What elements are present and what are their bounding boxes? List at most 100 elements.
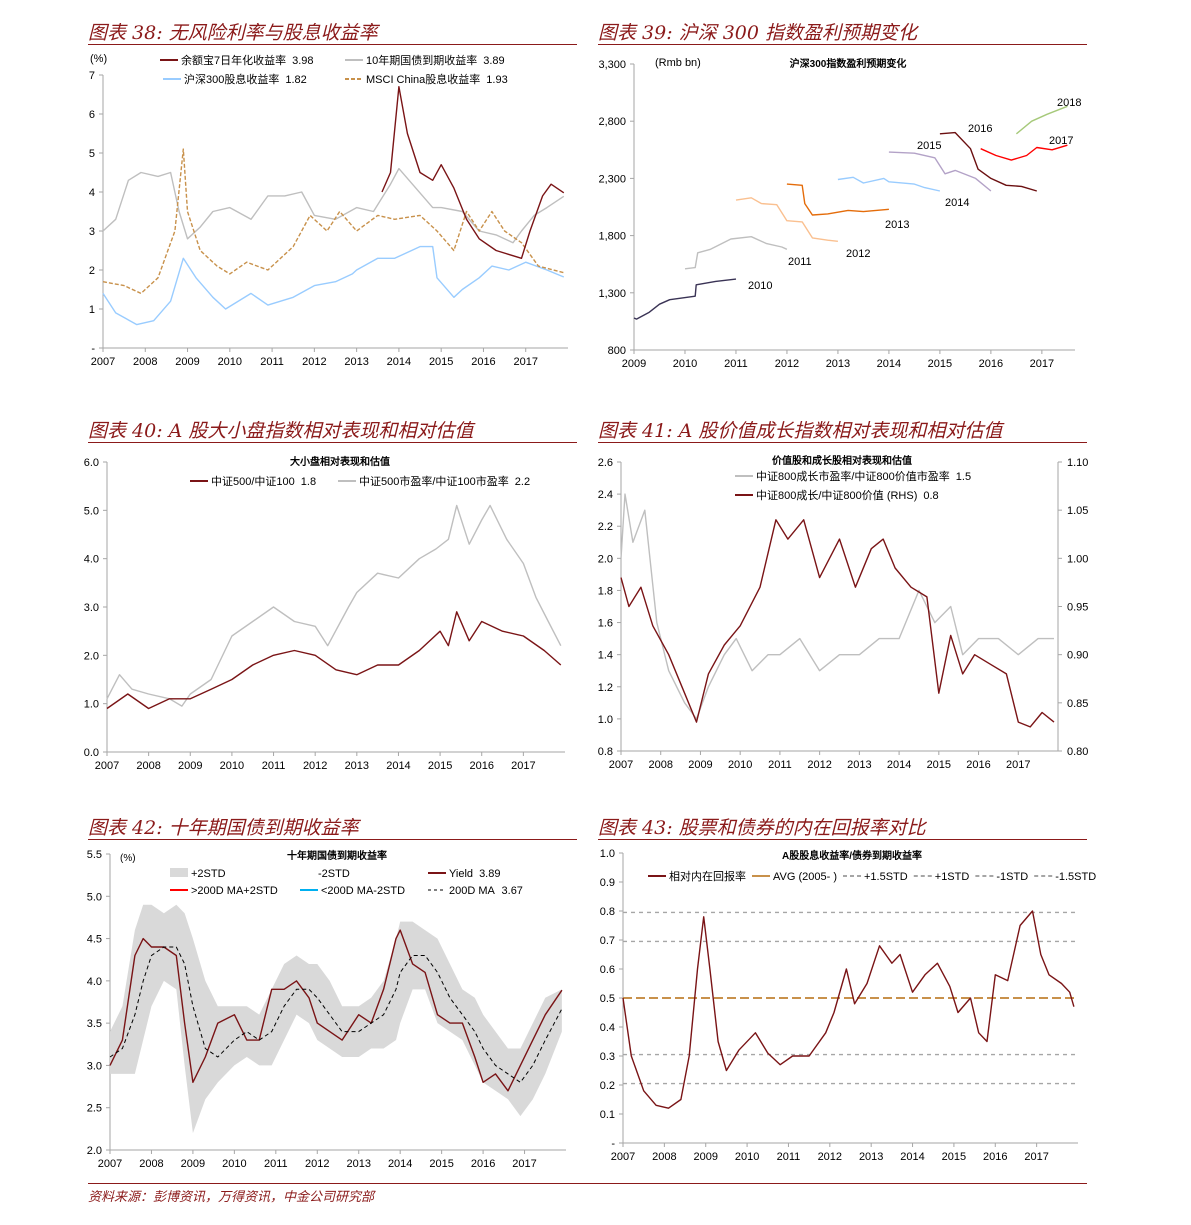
heading-rule <box>88 442 577 443</box>
legend-item-label: 中证800成长/中证800价值 (RHS) <box>756 489 917 502</box>
legend-band-swatch <box>170 868 188 877</box>
legend-item-label: 中证800成长市盈率/中证800价值市盈率 <box>756 469 950 483</box>
x-tick-label: 2012 <box>305 1158 329 1170</box>
x-tick-label: 2012 <box>818 1151 842 1163</box>
source-note: 资料来源：彭博资讯，万得资讯，中金公司研究部 <box>88 1190 375 1205</box>
y-tick-label: 1.4 <box>598 650 613 662</box>
y-tick-label: 0.1 <box>600 1109 615 1121</box>
y-tick-label: 0.5 <box>600 993 615 1005</box>
x-tick-label: 2007 <box>609 759 633 771</box>
x-tick-label: 2009 <box>688 759 712 771</box>
chart-41: 0.8 1.0 1.2 1.4 1.6 1.8 2.0 2.2 2.4 2.6 2007 2008 20… <box>598 454 1089 771</box>
y-tick-label: 0.8 <box>598 746 613 758</box>
x-tick-label: 2011 <box>264 1158 288 1170</box>
x-tick-label: 2017 <box>512 1158 536 1170</box>
x-tick-label: 2015 <box>927 759 951 771</box>
y2-tick-label: 0.90 <box>1067 650 1088 662</box>
x-tick-label: 2008 <box>139 1158 163 1170</box>
legend-item-value: 3.89 <box>483 55 504 67</box>
heading-chart-41: 图表 41: A 股价值成长指数相对表现和相对估值 <box>598 420 1003 442</box>
x-tick-label: 2010 <box>673 358 697 370</box>
y-tick-label: 5 <box>89 148 95 160</box>
x-tick-label: 2013 <box>344 356 368 368</box>
x-tick-label: 2017 <box>511 760 535 772</box>
series-label: 2011 <box>788 256 812 268</box>
y-tick-label: 5.0 <box>87 891 102 903</box>
x-tick-label: 2011 <box>260 356 284 368</box>
x-tick-label: 2011 <box>768 759 792 771</box>
series-label: 2014 <box>945 197 969 209</box>
heading-rule <box>598 442 1087 443</box>
legend-item-label: 中证500/中证100 <box>211 475 295 488</box>
y-tick-label: 3.5 <box>87 1018 102 1030</box>
chart-40: 0.0 1.0 2.0 3.0 4.0 5.0 6.0 2007 2008 2009 2010 201… <box>84 455 565 772</box>
y-tick-label: - <box>91 343 95 355</box>
series-line-2016 <box>939 131 1038 192</box>
x-tick-label: 2016 <box>469 760 493 772</box>
y-tick-label: 2.5 <box>87 1103 102 1115</box>
chart-inner-title: 大小盘相对表现和估值 <box>290 455 390 468</box>
heading-chart-40: 图表 40: A 股大小盘指数相对表现和相对估值 <box>88 420 474 442</box>
series-line-2013 <box>786 183 889 216</box>
x-tick-label: 2013 <box>346 1158 370 1170</box>
chart-42: 2.0 2.5 3.0 3.5 4.0 4.5 5.0 5.5 2007 2008 2009 2010… <box>87 849 566 1170</box>
x-tick-label: 2007 <box>95 760 119 772</box>
x-tick-label: 2010 <box>222 1158 246 1170</box>
x-tick-label: 2017 <box>1006 759 1030 771</box>
y-tick-label: 3 <box>89 226 95 238</box>
heading-rule <box>88 44 577 45</box>
y-tick-label: 2.2 <box>598 521 613 533</box>
unit-label: (Rmb bn) <box>655 57 701 69</box>
legend-item-value: 0.8 <box>923 490 938 502</box>
legend-item-value: 1.5 <box>956 471 971 483</box>
series-line-2018 <box>1015 105 1068 135</box>
x-tick-label: 2017 <box>513 356 537 368</box>
legend-label: -2STD <box>318 868 350 880</box>
series-label: 2013 <box>885 219 909 231</box>
x-tick-label: 2015 <box>429 1158 453 1170</box>
legend-item-label: AVG (2005- ) <box>773 871 837 883</box>
legend-item-label: MSCI China股息收益率 <box>366 72 480 86</box>
x-tick-label: 2016 <box>966 759 990 771</box>
heading-chart-38: 图表 38: 无风险利率与股息收益率 <box>88 22 378 44</box>
x-tick-label: 2010 <box>218 356 242 368</box>
x-tick-label: 2007 <box>91 356 115 368</box>
y-tick-label: 0.4 <box>600 1022 615 1034</box>
y-tick-label: 5.5 <box>87 849 102 861</box>
x-tick-label: 2014 <box>388 1158 412 1170</box>
x-tick-label: 2015 <box>928 358 952 370</box>
y-tick-label: 2,800 <box>598 116 626 128</box>
y-tick-label: 2.4 <box>598 489 613 501</box>
x-tick-label: 2008 <box>648 759 672 771</box>
chart-39: 800 1,300 1,800 2,300 2,800 3,300 2009 2010 2011… <box>598 57 1081 370</box>
legend-item-label: 相对内在回报率 <box>669 869 746 883</box>
series-line-2010 <box>633 278 737 320</box>
y-tick-label: 4.0 <box>87 976 102 988</box>
legend-yield-value: 3.89 <box>479 868 500 880</box>
x-tick-label: 2015 <box>942 1151 966 1163</box>
legend-item-label: 沪深300股息收益率 <box>184 72 279 86</box>
chart-38: - 1 2 3 4 5 6 7 2007 2008 2009 2010 2011 2012 2013 2014… <box>89 53 568 368</box>
x-tick-label: 2010 <box>220 760 244 772</box>
y-tick-label: 5.0 <box>84 505 99 517</box>
legend-item-value: 1.8 <box>301 476 316 488</box>
x-tick-label: 2014 <box>887 759 911 771</box>
unit-label: (%) <box>120 853 136 864</box>
legend-item-value: 3.98 <box>292 55 313 67</box>
y-tick-label: 6.0 <box>84 457 99 469</box>
x-tick-label: 2013 <box>826 358 850 370</box>
heading-rule <box>598 44 1087 45</box>
y-tick-label: 3,300 <box>598 59 626 71</box>
series-line-1 <box>620 519 1055 728</box>
series-label: 2015 <box>917 140 941 152</box>
std-band <box>110 904 562 1134</box>
x-tick-label: 2011 <box>777 1151 801 1163</box>
chart-inner-title: 十年期国债到期收益率 <box>287 849 387 862</box>
heading-chart-39: 图表 39: 沪深 300 指数盈利预期变化 <box>598 22 918 44</box>
x-tick-label: 2009 <box>693 1151 717 1163</box>
x-tick-label: 2016 <box>983 1151 1007 1163</box>
x-tick-label: 2007 <box>611 1151 635 1163</box>
y-tick-label: 1.0 <box>600 848 615 860</box>
series-label: 2010 <box>748 280 772 292</box>
